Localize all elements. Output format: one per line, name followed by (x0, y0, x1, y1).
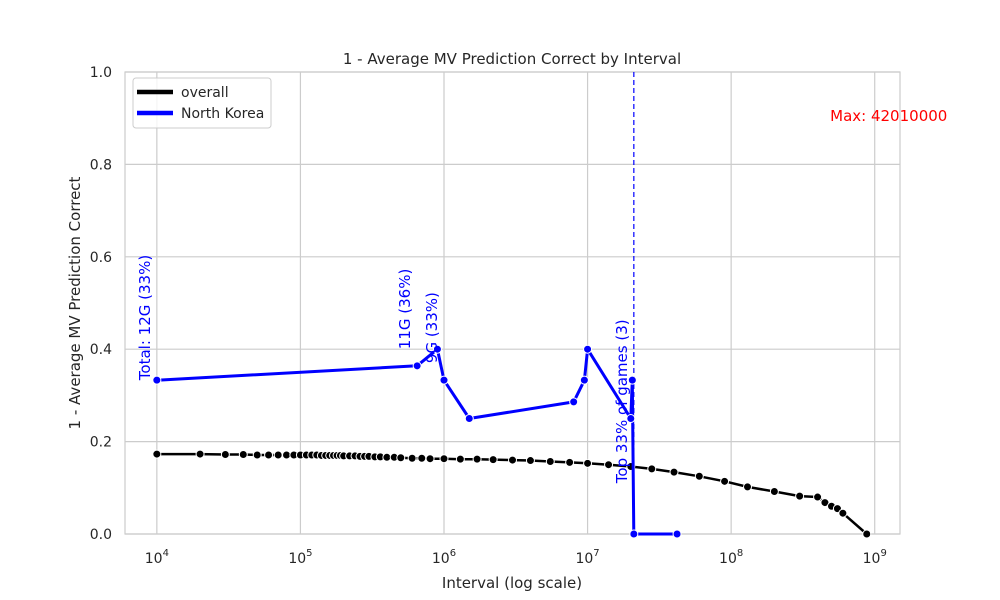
data-point-overall (743, 482, 753, 492)
data-point-north-korea (629, 529, 639, 539)
x-tick-exponent: 4 (163, 548, 169, 559)
data-point-overall (604, 460, 614, 470)
data-point-overall (862, 529, 872, 539)
y-tick-label: 0.4 (90, 342, 112, 358)
data-point-north-korea (627, 375, 637, 385)
plot-area-frame (124, 71, 901, 535)
x-tick-label: 104 (145, 548, 169, 567)
data-point-overall (220, 450, 230, 460)
annotation-label: 9G (33%) (423, 292, 441, 363)
data-point-overall (264, 450, 274, 460)
x-tick-exponent: 6 (450, 548, 456, 559)
annotation-label: Top 33% of games (3) (613, 319, 631, 484)
data-point-overall (565, 457, 575, 467)
data-point-overall (488, 455, 498, 465)
data-point-overall (795, 491, 805, 501)
data-point-north-korea (579, 375, 589, 385)
data-point-overall (720, 476, 730, 486)
x-axis-title: Interval (log scale) (442, 574, 582, 592)
data-point-north-korea (432, 344, 442, 354)
y-tick-label: 0.8 (90, 157, 112, 173)
x-tick-label: 107 (575, 548, 599, 567)
x-tick-label: 109 (863, 548, 887, 567)
data-point-overall (455, 454, 465, 464)
data-point-overall (273, 450, 283, 460)
x-tick-label: 105 (288, 548, 312, 567)
x-tick-label: 106 (432, 548, 456, 567)
data-point-overall (472, 454, 482, 464)
data-point-north-korea (412, 361, 422, 371)
data-point-overall (252, 450, 262, 460)
x-tick-exponent: 7 (593, 548, 599, 559)
data-point-overall (407, 453, 417, 463)
data-point-north-korea (626, 414, 636, 423)
data-point-overall (694, 471, 704, 481)
data-point-overall (152, 449, 162, 459)
data-point-overall (282, 450, 292, 460)
y-tick-label: 0.0 (90, 527, 112, 543)
data-point-overall (195, 449, 205, 459)
data-point-north-korea (569, 397, 579, 407)
data-point-north-korea (439, 375, 449, 385)
x-tick-base: 10 (575, 551, 593, 567)
annotation-label: Max: 42010000 (830, 107, 947, 125)
x-tick-base: 10 (432, 551, 450, 567)
data-point-north-korea (583, 344, 593, 354)
x-tick-base: 10 (145, 551, 163, 567)
data-point-overall (545, 456, 555, 466)
data-point-overall (838, 508, 848, 518)
annotation-label: 11G (36%) (396, 269, 414, 350)
data-point-overall (439, 454, 449, 464)
x-tick-base: 10 (863, 551, 881, 567)
annotations: Total: 12G (33%) 11G (36%) 9G (33%) Top 33%… (136, 107, 947, 484)
annotation-label: Total: 12G (33%) (136, 255, 154, 381)
data-point-north-korea (672, 529, 682, 539)
chart-title: 1 - Average MV Prediction Correct by Int… (343, 50, 681, 68)
data-point-north-korea (152, 375, 162, 385)
data-point-overall (583, 458, 593, 468)
y-tick-label: 0.2 (90, 435, 112, 451)
data-point-north-korea (464, 414, 474, 423)
y-axis-title: 1 - Average MV Prediction Correct (66, 176, 84, 429)
data-point-overall (525, 456, 535, 466)
data-point-overall (425, 454, 435, 464)
data-point-overall (382, 452, 392, 462)
data-point-overall (417, 453, 427, 463)
x-tick-exponent: 8 (737, 548, 743, 559)
y-tick-label: 0.6 (90, 250, 112, 266)
x-tick-base: 10 (288, 551, 306, 567)
data-point-overall (820, 498, 830, 508)
x-tick-exponent: 9 (880, 548, 886, 559)
x-tick-exponent: 5 (306, 548, 312, 559)
x-tick-base: 10 (719, 551, 737, 567)
legend-label-north-korea: North Korea (181, 106, 264, 122)
data-point-overall (508, 455, 517, 465)
data-point-overall (647, 464, 657, 474)
y-tick-label: 1.0 (90, 65, 112, 81)
data-point-overall (238, 450, 248, 460)
data-point-overall (396, 453, 406, 463)
data-point-overall (813, 492, 823, 502)
series-layer (152, 72, 872, 539)
data-point-overall (769, 486, 779, 496)
legend-label-overall: overall (181, 85, 229, 101)
data-point-overall (669, 467, 679, 477)
legend: overall North Korea (132, 77, 272, 129)
x-tick-label: 108 (719, 548, 743, 567)
